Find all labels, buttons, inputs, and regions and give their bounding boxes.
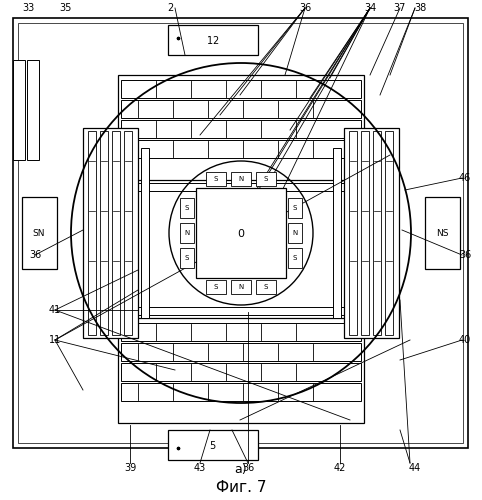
Bar xyxy=(231,172,251,186)
Bar xyxy=(100,131,108,335)
Text: S: S xyxy=(293,255,297,261)
Text: 37: 37 xyxy=(394,3,406,13)
Text: 34: 34 xyxy=(364,3,376,13)
Bar xyxy=(124,131,132,335)
Bar xyxy=(206,172,226,186)
Bar xyxy=(288,198,302,218)
Bar xyxy=(361,131,369,335)
Text: $\it{12}$: $\it{12}$ xyxy=(206,34,220,46)
Text: 43: 43 xyxy=(194,463,206,473)
Text: 36: 36 xyxy=(242,463,254,473)
Bar xyxy=(27,60,39,160)
Bar xyxy=(121,100,361,118)
Text: 11: 11 xyxy=(49,335,61,345)
Text: 2: 2 xyxy=(167,3,173,13)
Text: 44: 44 xyxy=(409,463,421,473)
Bar xyxy=(121,140,361,158)
Bar xyxy=(256,280,276,294)
Bar xyxy=(118,318,364,423)
Text: 41: 41 xyxy=(49,305,61,315)
Bar xyxy=(138,307,344,315)
Text: S: S xyxy=(293,205,297,211)
Bar xyxy=(373,131,381,335)
Bar xyxy=(22,197,57,269)
Bar xyxy=(231,280,251,294)
Bar xyxy=(83,128,138,338)
Bar xyxy=(13,60,25,160)
Bar xyxy=(138,183,344,191)
Bar xyxy=(349,131,357,335)
Text: SN: SN xyxy=(33,228,45,237)
Bar xyxy=(141,148,149,318)
Bar xyxy=(121,343,361,361)
Bar xyxy=(333,148,341,318)
Bar xyxy=(112,131,120,335)
Bar xyxy=(206,280,226,294)
Bar xyxy=(385,131,393,335)
Bar xyxy=(13,18,468,448)
Text: S: S xyxy=(214,176,218,182)
Bar xyxy=(425,197,460,269)
Text: N: N xyxy=(239,284,243,290)
Text: S: S xyxy=(264,284,268,290)
Text: 36: 36 xyxy=(299,3,311,13)
Bar xyxy=(288,223,302,243)
Text: N: N xyxy=(293,230,297,236)
Bar xyxy=(168,430,258,460)
Text: N: N xyxy=(239,176,243,182)
Text: 38: 38 xyxy=(414,3,426,13)
Bar xyxy=(180,223,194,243)
Bar xyxy=(18,23,463,443)
Text: Фиг. 7: Фиг. 7 xyxy=(216,480,266,496)
Bar xyxy=(88,131,96,335)
Bar xyxy=(168,25,258,55)
Text: $\it{5}$: $\it{5}$ xyxy=(209,439,217,451)
Bar xyxy=(180,198,194,218)
Bar xyxy=(256,172,276,186)
Bar xyxy=(121,80,361,98)
Text: S: S xyxy=(185,255,189,261)
Bar xyxy=(121,323,361,341)
Text: 33: 33 xyxy=(22,3,34,13)
Text: а): а) xyxy=(235,464,247,476)
Text: 36: 36 xyxy=(459,250,471,260)
Text: N: N xyxy=(185,230,189,236)
Text: $\it{0}$: $\it{0}$ xyxy=(237,227,245,239)
Bar xyxy=(196,188,286,278)
Text: NS: NS xyxy=(436,228,448,237)
Text: S: S xyxy=(185,205,189,211)
Bar xyxy=(118,75,364,180)
Bar xyxy=(180,248,194,268)
Bar xyxy=(121,120,361,138)
Bar xyxy=(288,248,302,268)
Text: S: S xyxy=(264,176,268,182)
Text: 40: 40 xyxy=(459,335,471,345)
Bar xyxy=(121,383,361,401)
Bar xyxy=(344,128,399,338)
Text: 46: 46 xyxy=(459,173,471,183)
Bar xyxy=(121,363,361,381)
Text: 42: 42 xyxy=(334,463,346,473)
Text: 39: 39 xyxy=(124,463,136,473)
Text: 35: 35 xyxy=(59,3,71,13)
Text: S: S xyxy=(214,284,218,290)
Text: 36: 36 xyxy=(29,250,41,260)
